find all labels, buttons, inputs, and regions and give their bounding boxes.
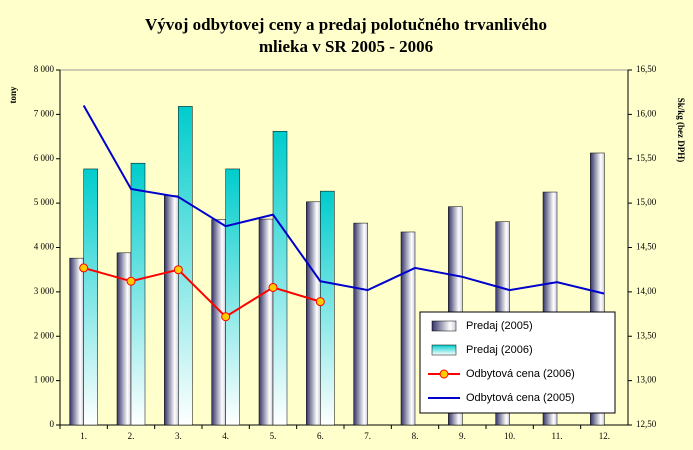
bar (225, 168, 240, 426)
chart-title: mlieka v SR 2005 - 2006 (259, 37, 433, 56)
bar (258, 218, 274, 426)
legend-label: Predaj (2006) (466, 344, 533, 356)
x-tick-label: 2. (128, 431, 135, 441)
y2-tick-label: 14,00 (636, 286, 657, 296)
marker (315, 297, 325, 307)
y-tick-label: 3 000 (34, 286, 55, 296)
x-tick-label: 6. (317, 431, 324, 441)
y2-tick-label: 16,50 (636, 64, 657, 74)
y2-tick-label: 15,00 (636, 197, 657, 207)
y2-axis-label: Sk/kg (bez DPH) (676, 98, 686, 163)
bar (178, 106, 193, 426)
marker (221, 312, 231, 322)
y-tick-label: 5 000 (34, 197, 55, 207)
y-tick-label: 2 000 (34, 330, 55, 340)
bar (320, 190, 335, 426)
y-tick-label: 7 000 (34, 108, 55, 118)
y2-tick-label: 14,50 (636, 242, 657, 252)
bar (69, 257, 84, 426)
bar (353, 222, 368, 426)
marker (79, 263, 89, 273)
legend-marker (439, 369, 449, 379)
bar (272, 130, 288, 426)
y2-tick-label: 13,00 (636, 375, 657, 385)
x-tick-label: 11. (552, 431, 563, 441)
y-axis-label: tony (8, 86, 18, 104)
legend-swatch (431, 320, 457, 332)
y2-tick-label: 16,00 (636, 108, 657, 118)
bar (306, 201, 321, 426)
y2-tick-label: 15,50 (636, 153, 657, 163)
y-tick-label: 8 000 (34, 64, 55, 74)
chart-title: Vývoj odbytovej ceny a predaj polotučnéh… (145, 15, 547, 34)
x-tick-label: 3. (175, 431, 182, 441)
x-tick-label: 9. (459, 431, 466, 441)
legend-label: Odbytová cena (2006) (466, 368, 575, 380)
legend-label: Odbytová cena (2005) (466, 392, 575, 404)
marker (173, 265, 183, 275)
line (83, 266, 321, 318)
x-tick-label: 7. (364, 431, 371, 441)
bar (211, 219, 226, 426)
marker (268, 282, 278, 292)
x-tick-label: 4. (222, 431, 229, 441)
x-tick-label: 5. (270, 431, 277, 441)
y-tick-label: 6 000 (34, 153, 55, 163)
x-tick-label: 10. (504, 431, 515, 441)
y-tick-label: 4 000 (34, 242, 55, 252)
y-tick-label: 1 000 (34, 375, 55, 385)
legend-label: Predaj (2005) (466, 320, 533, 332)
x-tick-label: 8. (412, 431, 419, 441)
line (82, 105, 605, 295)
bar (83, 168, 98, 426)
legend-swatch (431, 344, 457, 356)
bar (400, 231, 416, 426)
marker (126, 276, 136, 286)
y-tick-label: 0 (50, 419, 55, 429)
bar (130, 162, 146, 426)
x-tick-label: 12. (599, 431, 610, 441)
bar (164, 195, 179, 426)
y2-tick-label: 13,50 (636, 330, 657, 340)
x-tick-label: 1. (80, 431, 87, 441)
y2-tick-label: 12,50 (636, 419, 657, 429)
